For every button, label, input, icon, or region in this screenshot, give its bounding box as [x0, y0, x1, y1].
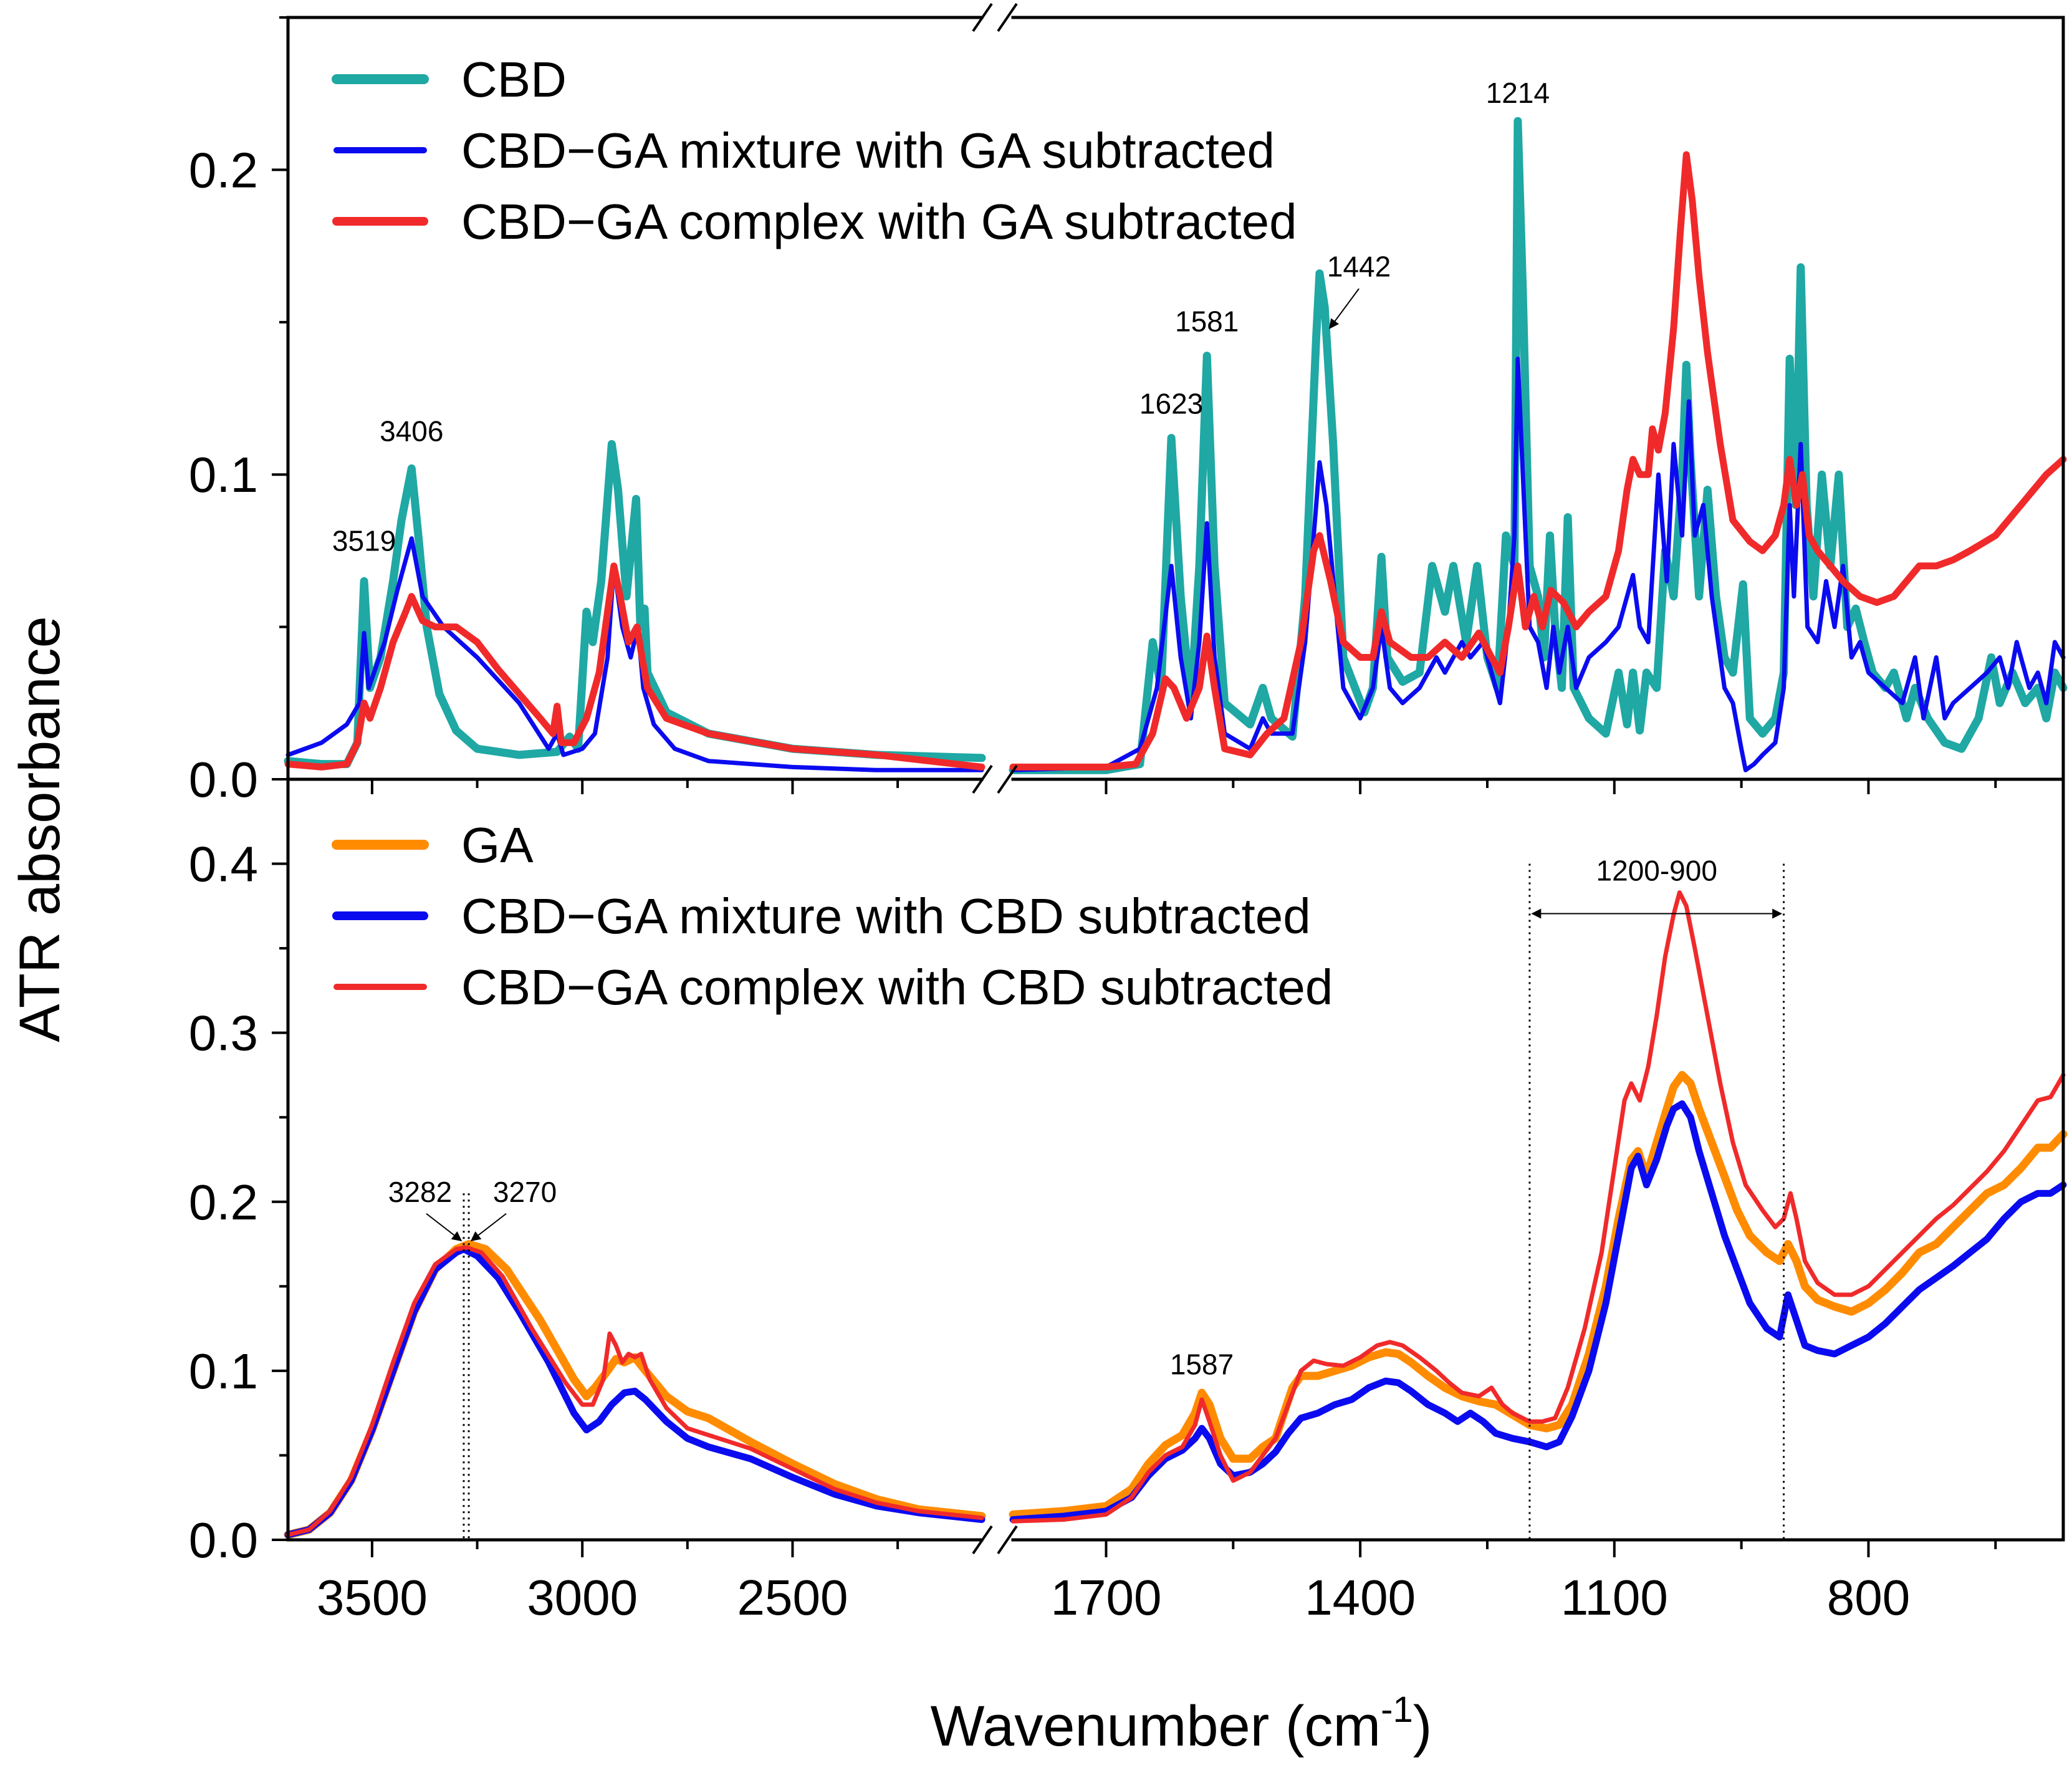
bottom-annotation-0: 3282: [388, 1176, 452, 1208]
bottom-legend-label-1: CBD−GA mixture with CBD subtracted: [461, 888, 1311, 944]
x-tick-label-4: 1400: [1305, 1570, 1416, 1625]
axis-ticks: 0.0 0.1 0.2 0.0 0.1 0.2 0.3 0.4 3500 3000 2500 1700…: [189, 16, 1997, 1625]
axis-break-mark-2-1: [997, 1525, 1018, 1555]
axis-break-mark-2-0: [972, 1525, 993, 1555]
top-annotations: 3519 3406 1623 1581 1442 1214: [332, 77, 1550, 557]
top-legend-label-1: CBD−GA mixture with GA subtracted: [461, 123, 1275, 178]
bottom-series-cbd-ga-complex-with-cbd-subtracted-right: [1010, 890, 2066, 1524]
bottom-legend: GA CBD−GA mixture with CBD subtracted CBD−…: [332, 817, 1333, 1015]
x-tick-label-5: 1100: [1561, 1570, 1668, 1625]
top-series-cbd-ga-complex-with-ga-subtracted-right: [1009, 151, 2067, 771]
x-axis-title-superscript: -1: [1381, 1689, 1413, 1730]
x-tick-label-2: 2500: [737, 1570, 848, 1625]
x-tick-label-3: 1700: [1050, 1570, 1161, 1625]
axis-break-mark-0-1: [997, 2, 1018, 32]
x-axis-title-main: Wavenumber (cm: [931, 1694, 1381, 1758]
x-axis-title-close: ): [1413, 1694, 1432, 1758]
x-axis-title: Wavenumber (cm-1): [931, 1689, 1432, 1758]
annotation-arrow-3282: [426, 1213, 463, 1242]
bottom-y-tick-label-4: 0.4: [189, 837, 258, 892]
top-legend-label-0: CBD: [461, 52, 567, 107]
axis-break-mark-0-0: [972, 2, 993, 32]
annotation-arrow-1442: [1329, 288, 1360, 329]
top-annotation-4: 1442: [1327, 250, 1391, 282]
top-y-tick-label-2: 0.2: [189, 142, 258, 198]
top-series-cbd-ga-mixture-with-ga-subtracted-right: [1010, 357, 2066, 772]
bottom-annotations: 3282 3270 1587 1200-900: [388, 855, 1785, 1540]
top-series-layer: [284, 117, 2068, 774]
top-legend-label-2: CBD−GA complex with GA subtracted: [461, 194, 1297, 249]
bottom-annotation-3: 1200-900: [1596, 855, 1717, 887]
top-y-tick-label-0: 0.0: [189, 752, 258, 807]
bottom-annotation-1: 3270: [493, 1176, 557, 1208]
top-series-cbd-ga-complex-with-ga-subtracted-left: [284, 562, 986, 771]
y-axis-title: ATR absorbance: [8, 616, 72, 1042]
x-tick-label-6: 800: [1827, 1570, 1910, 1625]
x-tick-label-0: 3500: [317, 1570, 428, 1625]
axis-break-mark-1-1: [997, 764, 1018, 794]
top-annotation-1: 3406: [380, 415, 443, 447]
bottom-series-cbd-ga-complex-with-cbd-subtracted-left: [285, 1245, 984, 1537]
top-legend: CBD CBD−GA mixture with GA subtracted CBD−…: [332, 52, 1297, 249]
bottom-series-ga-right: [1009, 1070, 2068, 1519]
bottom-y-tick-label-3: 0.3: [189, 1006, 258, 1061]
axis-break-mark-1-0: [972, 764, 993, 794]
top-series-cbd-right: [1009, 117, 2068, 774]
top-annotation-0: 3519: [332, 524, 396, 557]
bottom-annotation-2: 1587: [1170, 1348, 1234, 1380]
bottom-legend-label-0: GA: [461, 817, 534, 873]
annotation-arrow-3270: [470, 1213, 507, 1242]
bottom-series-layer: [284, 890, 2068, 1539]
top-annotation-5: 1214: [1486, 77, 1550, 109]
bottom-y-tick-label-2: 0.2: [189, 1175, 258, 1230]
bottom-series-cbd-ga-mixture-with-cbd-subtracted-left: [284, 1246, 986, 1539]
bottom-series-cbd-ga-mixture-with-cbd-subtracted-right: [1009, 1100, 2067, 1523]
top-y-tick-label-1: 0.1: [189, 447, 258, 502]
x-tick-label-1: 3000: [527, 1570, 638, 1625]
bottom-y-tick-label-1: 0.1: [189, 1343, 258, 1399]
bottom-legend-label-2: CBD−GA complex with CBD subtracted: [461, 959, 1333, 1015]
top-annotation-3: 1581: [1175, 305, 1239, 337]
top-annotation-2: 1623: [1139, 387, 1203, 420]
top-panel: 3519 3406 1623 1581 1442 1214 CBD CBD−GA mixtu…: [284, 52, 2068, 774]
bottom-panel: 3282 3270 1587 1200-900 GA CBD−GA mixture wi…: [284, 817, 2068, 1540]
bottom-y-tick-label-0: 0.0: [189, 1512, 258, 1568]
